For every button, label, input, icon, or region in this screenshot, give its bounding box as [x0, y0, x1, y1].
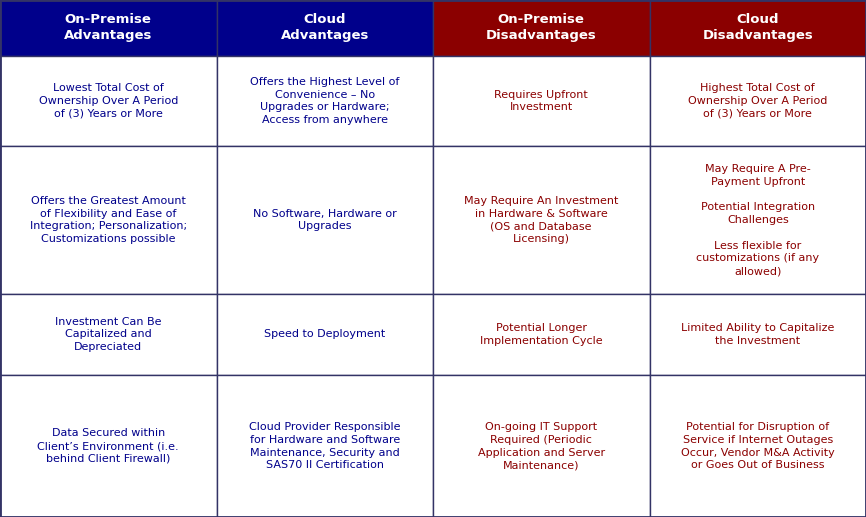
Text: No Software, Hardware or
Upgrades: No Software, Hardware or Upgrades — [253, 208, 397, 232]
Bar — [216, 56, 433, 146]
Bar — [216, 375, 433, 517]
Bar — [650, 56, 866, 146]
Bar — [650, 375, 866, 517]
Bar — [650, 0, 866, 56]
Text: Cloud Provider Responsible
for Hardware and Software
Maintenance, Security and
S: Cloud Provider Responsible for Hardware … — [249, 422, 400, 470]
Text: Lowest Total Cost of
Ownership Over A Period
of (3) Years or More: Lowest Total Cost of Ownership Over A Pe… — [39, 83, 178, 119]
Text: Investment Can Be
Capitalized and
Depreciated: Investment Can Be Capitalized and Deprec… — [55, 317, 161, 352]
Bar — [216, 294, 433, 375]
Bar — [433, 375, 650, 517]
Text: Cloud
Advantages: Cloud Advantages — [281, 13, 369, 42]
Bar — [216, 146, 433, 294]
Bar — [0, 146, 216, 294]
Bar — [216, 0, 433, 56]
Text: On-Premise
Disadvantages: On-Premise Disadvantages — [486, 13, 597, 42]
Text: Limited Ability to Capitalize
the Investment: Limited Ability to Capitalize the Invest… — [681, 323, 835, 346]
Text: On-Premise
Advantages: On-Premise Advantages — [64, 13, 152, 42]
Text: Requires Upfront
Investment: Requires Upfront Investment — [494, 89, 588, 113]
Bar — [433, 294, 650, 375]
Text: Speed to Deployment: Speed to Deployment — [264, 329, 385, 340]
Bar — [650, 146, 866, 294]
Text: Highest Total Cost of
Ownership Over A Period
of (3) Years or More: Highest Total Cost of Ownership Over A P… — [688, 83, 827, 119]
Text: Offers the Highest Level of
Convenience – No
Upgrades or Hardware;
Access from a: Offers the Highest Level of Convenience … — [250, 77, 399, 125]
Bar — [650, 294, 866, 375]
Bar — [0, 294, 216, 375]
Bar — [433, 146, 650, 294]
Text: Offers the Greatest Amount
of Flexibility and Ease of
Integration; Personalizati: Offers the Greatest Amount of Flexibilit… — [29, 196, 187, 244]
Text: May Require An Investment
in Hardware & Software
(OS and Database
Licensing): May Require An Investment in Hardware & … — [464, 196, 618, 244]
Bar — [433, 0, 650, 56]
Bar — [433, 56, 650, 146]
Bar — [0, 375, 216, 517]
Text: Cloud
Disadvantages: Cloud Disadvantages — [702, 13, 813, 42]
Text: On-going IT Support
Required (Periodic
Application and Server
Maintenance): On-going IT Support Required (Periodic A… — [478, 422, 604, 470]
Text: Data Secured within
Client’s Environment (i.e.
behind Client Firewall): Data Secured within Client’s Environment… — [37, 429, 179, 464]
Text: Potential for Disruption of
Service if Internet Outages
Occur, Vendor M&A Activi: Potential for Disruption of Service if I… — [681, 422, 835, 470]
Bar — [0, 0, 216, 56]
Text: Potential Longer
Implementation Cycle: Potential Longer Implementation Cycle — [480, 323, 603, 346]
Text: May Require A Pre-
Payment Upfront

Potential Integration
Challenges

Less flexi: May Require A Pre- Payment Upfront Poten… — [696, 164, 819, 276]
Bar — [0, 56, 216, 146]
